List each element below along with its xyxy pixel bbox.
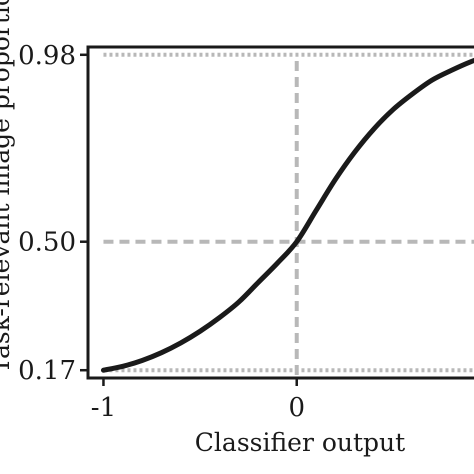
y-axis-label: Task-relevant image proportion, s <box>0 0 15 374</box>
x-axis-label: Classifier output <box>195 428 405 457</box>
y-tick-label-0: 0.17 <box>18 356 76 386</box>
y-tick-label-2: 0.98 <box>18 41 76 71</box>
y-tick-label-1: 0.50 <box>18 228 76 258</box>
plot-frame <box>86 45 474 380</box>
series-line-0 <box>100 57 474 373</box>
ticks: -1010.170.500.98 <box>18 41 305 423</box>
x-tick-label-0: -1 <box>91 393 116 423</box>
reference-lines <box>103 52 474 378</box>
series-layer <box>100 57 474 373</box>
x-tick-label-1: 0 <box>288 393 305 423</box>
